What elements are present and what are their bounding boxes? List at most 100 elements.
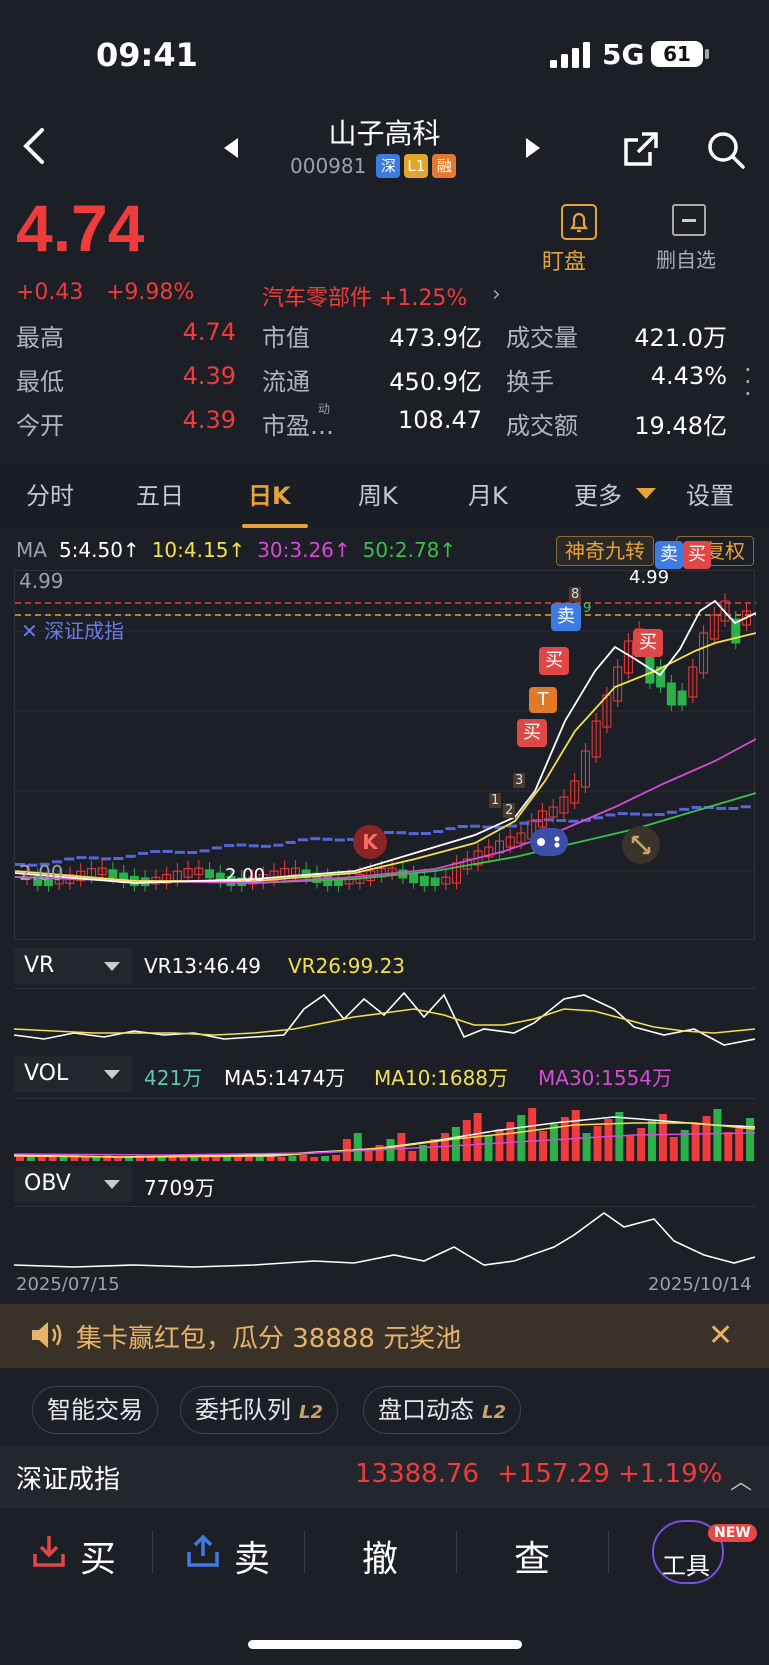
- index-bar-mark: [27, 863, 38, 867]
- smart-trade-pill[interactable]: 智能交易: [32, 1386, 158, 1434]
- candle: [484, 846, 494, 858]
- index-bar-mark: [224, 844, 235, 848]
- stat-label: 流通: [262, 368, 310, 396]
- buy-signal[interactable]: 买: [539, 647, 569, 675]
- index-overlay-label[interactable]: ✕ 深证成指: [21, 615, 124, 644]
- date-start: 2025/07/15: [16, 1274, 120, 1295]
- buy-signal[interactable]: 买: [683, 541, 711, 569]
- tab-underline: [242, 524, 308, 528]
- tab-daily-k[interactable]: 日K: [248, 482, 291, 510]
- index-bar-mark: [420, 831, 431, 835]
- volume-bar: [364, 1151, 373, 1161]
- share-icon[interactable]: [622, 130, 660, 168]
- date-end: 2025/10/14: [648, 1274, 752, 1295]
- volume-bar: [713, 1109, 722, 1161]
- volume-bar: [430, 1139, 439, 1161]
- close-icon[interactable]: ✕: [21, 619, 38, 643]
- next-stock-icon[interactable]: [524, 136, 542, 160]
- vol-ma30: MA30:1554万: [538, 1066, 673, 1090]
- candle: [505, 836, 515, 848]
- prev-stock-icon[interactable]: [222, 136, 240, 160]
- tools-icon[interactable]: [652, 1520, 724, 1584]
- candle: [688, 666, 698, 698]
- query-button[interactable]: 查: [514, 1539, 551, 1580]
- index-bar-mark: [470, 824, 481, 828]
- more-icon[interactable]: · · ·: [744, 356, 752, 408]
- tools-button[interactable]: 工具: [662, 1552, 710, 1580]
- volume-bar: [495, 1129, 504, 1161]
- candle: [290, 867, 300, 876]
- candle: [516, 832, 526, 844]
- l2-badge: L2: [482, 1402, 506, 1423]
- buy-signal[interactable]: 买: [633, 629, 663, 657]
- remove-fav-icon[interactable]: [672, 204, 706, 236]
- sector-link[interactable]: 汽车零部件 +1.25%: [262, 286, 468, 311]
- sell-button[interactable]: 卖: [234, 1539, 271, 1580]
- tab-settings[interactable]: 设置: [686, 482, 734, 510]
- nine-count: 9: [583, 601, 592, 616]
- candle: [709, 614, 719, 640]
- sell-signal[interactable]: 卖: [655, 541, 683, 569]
- remove-fav-button[interactable]: 删自选: [656, 248, 716, 272]
- index-bar-mark: [691, 806, 702, 810]
- gamepad-icon[interactable]: [529, 825, 569, 859]
- order-queue-pill[interactable]: 委托队列 L2: [180, 1386, 338, 1434]
- index-bar-mark: [101, 857, 112, 861]
- volume-bar: [59, 1156, 68, 1161]
- volume-bar: [419, 1145, 428, 1161]
- volume-bar: [680, 1130, 689, 1161]
- index-bar-mark: [51, 860, 62, 864]
- fullscreen-icon[interactable]: [621, 825, 661, 865]
- stat-label: 成交量: [506, 324, 578, 352]
- buy-signal[interactable]: 买: [517, 719, 547, 747]
- promo-banner[interactable]: [0, 1304, 769, 1368]
- tab-five-day[interactable]: 五日: [136, 482, 184, 510]
- index-bar-mark: [507, 824, 517, 828]
- promo-text[interactable]: 集卡赢红包，瓜分 38888 元奖池: [76, 1324, 462, 1354]
- candle: [33, 875, 43, 886]
- candle: [194, 867, 204, 876]
- chevron-up-icon[interactable]: ︿: [730, 1470, 753, 1495]
- index-bar-mark: [15, 863, 25, 866]
- volume-bar: [223, 1156, 232, 1161]
- obv-indicator-select[interactable]: OBV: [14, 1166, 132, 1202]
- sell-signal[interactable]: 卖: [551, 603, 581, 631]
- watch-button[interactable]: 盯盘: [542, 250, 587, 275]
- stat-label: 成交额: [506, 412, 578, 440]
- volume-bar: [168, 1155, 177, 1161]
- volume-bar: [277, 1157, 286, 1161]
- close-icon[interactable]: ✕: [708, 1318, 734, 1353]
- buy-button[interactable]: 买: [80, 1539, 117, 1580]
- nine-count: 3: [513, 773, 526, 788]
- chevron-right-icon[interactable]: ›: [492, 282, 501, 307]
- search-icon[interactable]: [706, 130, 746, 170]
- volume-bar: [70, 1155, 79, 1161]
- sell-icon[interactable]: [186, 1534, 220, 1568]
- index-bar-mark: [199, 849, 210, 853]
- vol-indicator-select[interactable]: VOL: [14, 1056, 132, 1092]
- index-bar-mark: [384, 831, 394, 835]
- cancel-button[interactable]: 撤: [362, 1539, 399, 1580]
- bell-icon[interactable]: [554, 204, 604, 240]
- vr-indicator-select[interactable]: VR: [14, 948, 132, 984]
- nine-count: 2: [503, 803, 516, 818]
- tab-monthly-k[interactable]: 月K: [468, 482, 508, 510]
- orderbook-pill[interactable]: 盘口动态 L2: [363, 1386, 521, 1434]
- volume-bar: [37, 1155, 46, 1161]
- tab-timeshare[interactable]: 分时: [26, 482, 74, 510]
- buy-icon[interactable]: [32, 1534, 66, 1568]
- index-bar-mark: [679, 807, 690, 811]
- kline-svg: [14, 593, 757, 892]
- k-signal[interactable]: K: [353, 825, 387, 859]
- back-icon[interactable]: [20, 126, 50, 166]
- nine-turn-button[interactable]: 神奇九转: [556, 536, 654, 566]
- tab-more[interactable]: 更多: [574, 482, 622, 510]
- index-bar[interactable]: [0, 1446, 769, 1508]
- volume-bar: [637, 1128, 646, 1161]
- vol-panel: [13, 1098, 756, 1162]
- caret-down-icon[interactable]: [636, 488, 656, 499]
- tab-weekly-k[interactable]: 周K: [358, 482, 398, 510]
- kline-chart[interactable]: 4.99 4.99 2.00 2.00 ✕ 深证成指 买 T 买 卖 买 卖 买…: [14, 541, 757, 940]
- ma30-value: 30:3.26↑: [257, 538, 351, 562]
- t-signal[interactable]: T: [529, 687, 557, 713]
